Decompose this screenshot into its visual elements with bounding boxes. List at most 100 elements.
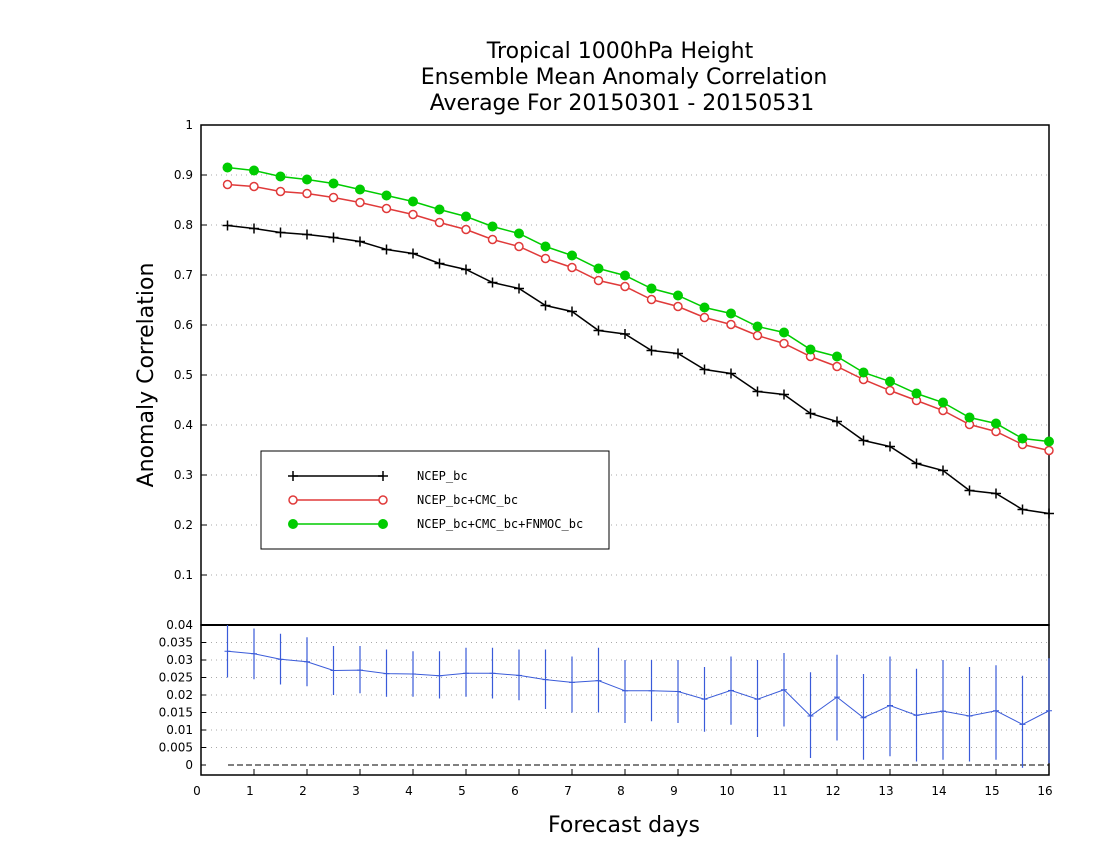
series-2-point-25 [885, 376, 895, 387]
xtick-label-13: 13 [878, 784, 893, 798]
series-0-point-30 [1017, 504, 1028, 515]
top-ytick-label-8: 0.9 [174, 168, 193, 182]
series-0-point-7 [408, 248, 418, 259]
series-0-point-14 [593, 325, 604, 336]
series-0-point-3 [302, 229, 312, 240]
top-ytick-label-9: 1 [185, 118, 193, 132]
legend-marker-b-0 [378, 471, 388, 481]
series-2-point-7 [408, 196, 418, 207]
legend-marker-a-1 [288, 495, 298, 505]
series-1-point-10 [487, 234, 498, 245]
top-ytick-label-3: 0.4 [174, 418, 193, 432]
top-ytick-label-2: 0.3 [174, 468, 193, 482]
bottom-ytick-label-3: 0.015 [159, 706, 193, 720]
top-ytick-label-4: 0.5 [174, 368, 193, 382]
series-2-point-2 [275, 171, 286, 182]
series-0-point-15 [620, 329, 630, 339]
series-2-point-27 [938, 397, 948, 408]
series-2-point-28 [964, 412, 975, 423]
series-2-point-9 [461, 211, 471, 222]
series-0-point-28 [964, 485, 975, 496]
series-1 [222, 179, 1054, 456]
series-1-point-2 [275, 186, 286, 197]
series-0-point-20 [752, 386, 763, 397]
series-0-point-4 [328, 232, 339, 243]
series-1-point-8 [434, 217, 445, 228]
series-0-point-21 [779, 389, 789, 400]
series-0-point-26 [911, 458, 922, 469]
title-line-3: Average For 20150301 - 20150531 [430, 91, 815, 116]
top-ytick-label-6: 0.7 [174, 268, 193, 282]
series-1-point-11 [514, 241, 524, 252]
x-axis-label: Forecast days [548, 813, 700, 838]
series-2-point-30 [1017, 433, 1028, 444]
series-2-point-11 [514, 228, 524, 239]
series-2-point-5 [355, 184, 365, 195]
legend-marker-a-2 [288, 519, 298, 529]
top-ytick-label-1: 0.2 [174, 518, 193, 532]
series-1-point-16 [646, 294, 657, 305]
title-line-1: Tropical 1000hPa Height [486, 39, 754, 64]
xtick-label-9: 9 [670, 784, 678, 798]
series-1-point-7 [408, 209, 418, 220]
series-2-point-16 [646, 283, 657, 294]
series-0-point-31 [1044, 508, 1054, 519]
series-0-point-10 [487, 277, 498, 288]
xtick-label-5: 5 [458, 784, 466, 798]
series-0-point-8 [434, 258, 445, 269]
series-1-point-6 [381, 203, 392, 214]
series-1-point-1 [249, 181, 259, 192]
chart-title: Tropical 1000hPa Height Ensemble Mean An… [421, 39, 828, 116]
series-1-point-18 [699, 312, 710, 323]
xtick-label-7: 7 [564, 784, 572, 798]
series-2-point-3 [302, 174, 312, 185]
bottom-ytick-label-2: 0.01 [166, 723, 193, 737]
series-0-line [227, 224, 1050, 515]
legend-marker-b-1 [378, 495, 388, 505]
xtick-label-6: 6 [511, 784, 519, 798]
bottom-ytick-label-0: 0 [185, 758, 193, 772]
series-2-point-10 [487, 221, 498, 232]
series-1-point-9 [461, 224, 471, 235]
series-0-point-29 [991, 488, 1001, 499]
series-2-point-13 [567, 250, 577, 261]
xtick-label-3: 3 [352, 784, 360, 798]
series-0-point-17 [673, 348, 683, 359]
series-2-point-24 [858, 367, 869, 378]
series-1-point-17 [673, 301, 683, 312]
xtick-label-4: 4 [405, 784, 413, 798]
bottom-ytick-label-4: 0.02 [166, 688, 193, 702]
series-2-point-29 [991, 418, 1001, 429]
series-1-point-5 [355, 197, 365, 208]
xtick-label-16: 16 [1037, 784, 1052, 798]
series-2-point-20 [752, 321, 763, 332]
diff-series-0 [224, 625, 1052, 768]
series-0-point-25 [885, 441, 895, 452]
bottom-ytick-label-1: 0.005 [159, 741, 193, 755]
series-1-point-29 [991, 426, 1001, 437]
series-2 [222, 162, 1054, 447]
series-2-point-21 [779, 327, 789, 338]
bottom-ytick-label-5: 0.025 [159, 671, 193, 685]
series-1-point-4 [328, 192, 339, 203]
series-0-point-16 [646, 345, 657, 356]
xtick-label-8: 8 [617, 784, 625, 798]
series-1-point-21 [779, 338, 789, 349]
series-1-point-0 [222, 179, 233, 190]
series-0-point-0 [222, 220, 233, 231]
series-1-point-20 [752, 330, 763, 341]
bottom-ytick-label-6: 0.03 [166, 653, 193, 667]
series-1-point-27 [938, 405, 948, 416]
y-axis-label: Anomaly Correlation [134, 263, 159, 488]
x-axis: 0 1 2 3 4 5 6 7 8 9 10 11 12 13 14 15 16 [193, 769, 1053, 798]
series-1-point-19 [726, 319, 736, 330]
series-0-point-27 [938, 465, 948, 476]
series-1-line [227, 183, 1050, 452]
series-1-point-3 [302, 188, 312, 199]
xtick-label-12: 12 [825, 784, 840, 798]
series-0 [222, 220, 1054, 519]
series-2-point-0 [222, 162, 233, 173]
series-0-point-9 [461, 264, 471, 275]
xtick-label-10: 10 [719, 784, 734, 798]
legend-item-1: NCEP_bc+CMC_bc [288, 493, 518, 507]
